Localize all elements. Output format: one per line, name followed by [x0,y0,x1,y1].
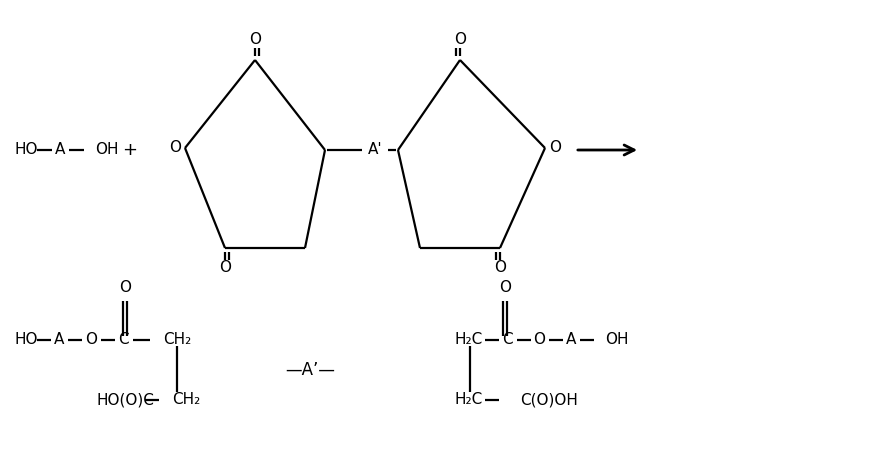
Text: O: O [219,260,231,275]
Text: OH: OH [605,333,628,348]
Text: HO(O)C: HO(O)C [97,392,155,407]
Text: HO: HO [15,143,38,158]
Text: O: O [533,333,545,348]
Text: O: O [549,141,561,156]
Text: CH₂: CH₂ [163,333,191,348]
Text: O: O [85,333,97,348]
Text: CH₂: CH₂ [172,392,200,407]
Text: O: O [454,33,466,48]
Text: —A’—: —A’— [285,361,335,379]
Text: C(O)OH: C(O)OH [520,392,578,407]
Text: OH: OH [95,143,119,158]
Text: O: O [249,33,261,48]
Text: H₂C: H₂C [455,333,483,348]
Text: A: A [566,333,576,348]
Text: C: C [501,333,512,348]
Text: A': A' [368,143,383,158]
Text: HO: HO [15,333,38,348]
Text: O: O [499,280,511,295]
Text: +: + [122,141,137,159]
Text: A: A [54,333,64,348]
Text: O: O [119,280,131,295]
Text: A: A [55,143,66,158]
Text: O: O [494,260,506,275]
Text: H₂C: H₂C [455,392,483,407]
Text: O: O [169,141,181,156]
Text: C: C [118,333,128,348]
